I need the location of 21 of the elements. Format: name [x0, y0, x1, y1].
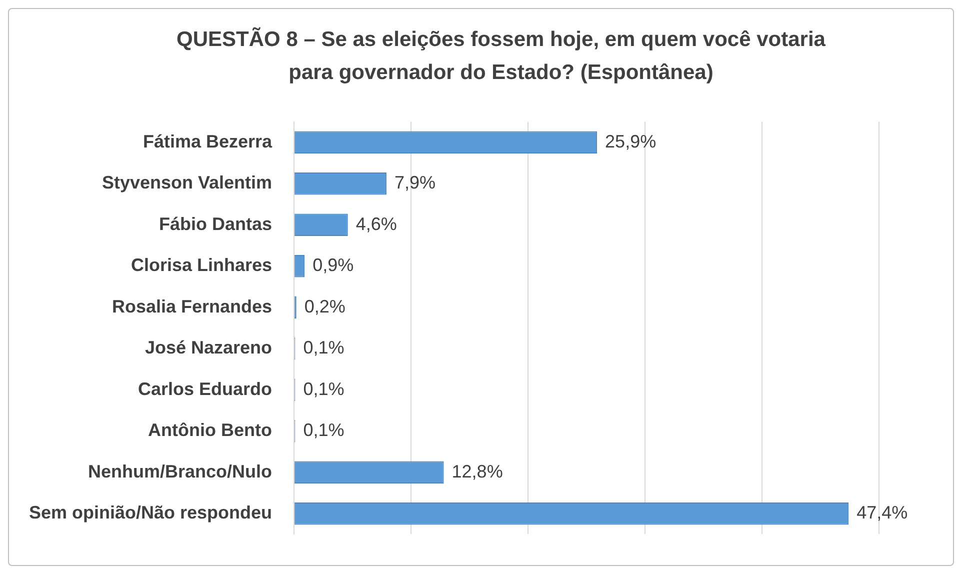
y-tick-label: Clorisa Linhares: [130, 255, 272, 276]
data-label: 12,8%: [452, 461, 503, 482]
y-tick-label: Antônio Bento: [148, 420, 272, 440]
y-tick-label: Rosalia Fernandes: [112, 296, 272, 316]
y-tick-label: Carlos Eduardo: [138, 378, 272, 399]
data-label: 47,4%: [856, 502, 908, 523]
chart-title: QUESTÃO 8 – Se as eleições fossem hoje, em quem você votaria para governador do Estado? (Espontânea): [176, 26, 826, 86]
data-label: 0,1%: [303, 378, 344, 399]
data-label: 4,6%: [356, 214, 397, 234]
y-tick-label: José Nazareno: [144, 338, 272, 358]
data-label: 25,9%: [605, 131, 656, 152]
data-label: 0,9%: [312, 255, 354, 276]
y-tick-label: Fábio Dantas: [159, 214, 272, 234]
y-tick-label: Sem opinião/Não respondeu: [28, 502, 272, 523]
y-tick-label: Styvenson Valentim: [102, 172, 272, 193]
y-tick-label: Fátima Bezerra: [142, 131, 274, 152]
data-label: 0,1%: [303, 420, 344, 440]
data-label: 0,1%: [303, 338, 344, 358]
y-tick-label: Nenhum/Branco/Nulo: [88, 461, 272, 482]
data-label: 0,2%: [304, 296, 346, 316]
data-label: 7,9%: [394, 172, 436, 193]
